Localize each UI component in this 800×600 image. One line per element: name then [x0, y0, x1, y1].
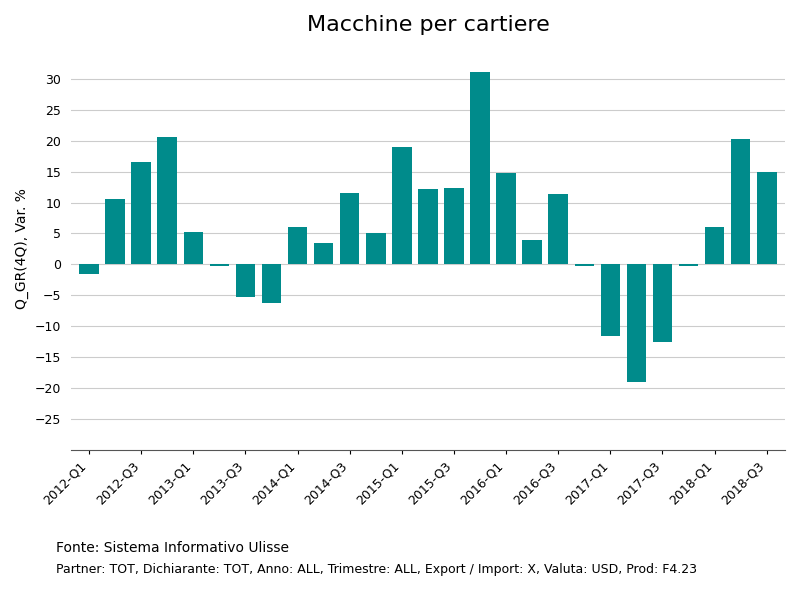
Bar [496, 173, 516, 265]
Bar [79, 265, 99, 274]
Bar [340, 193, 359, 265]
Bar [549, 194, 568, 265]
Bar [601, 265, 620, 335]
Bar [288, 227, 307, 265]
Bar [183, 232, 203, 265]
Bar [522, 239, 542, 265]
Bar [106, 199, 125, 265]
Bar [470, 73, 490, 265]
Bar [210, 265, 229, 266]
Y-axis label: Q_GR(4Q), Var. %: Q_GR(4Q), Var. % [15, 188, 29, 310]
Bar [757, 172, 777, 265]
Title: Macchine per cartiere: Macchine per cartiere [306, 15, 550, 35]
Bar [366, 233, 386, 265]
Bar [236, 265, 255, 297]
Bar [314, 243, 334, 265]
Bar [574, 265, 594, 266]
Text: Fonte: Sistema Informativo Ulisse: Fonte: Sistema Informativo Ulisse [56, 541, 289, 555]
Bar [653, 265, 672, 342]
Bar [731, 139, 750, 265]
Bar [262, 265, 282, 303]
Bar [678, 265, 698, 266]
Bar [131, 162, 151, 265]
Bar [626, 265, 646, 382]
Text: Partner: TOT, Dichiarante: TOT, Anno: ALL, Trimestre: ALL, Export / Import: X, V: Partner: TOT, Dichiarante: TOT, Anno: AL… [56, 563, 697, 576]
Bar [392, 147, 412, 265]
Bar [158, 137, 177, 265]
Bar [418, 189, 438, 265]
Bar [444, 188, 464, 265]
Bar [705, 227, 724, 265]
